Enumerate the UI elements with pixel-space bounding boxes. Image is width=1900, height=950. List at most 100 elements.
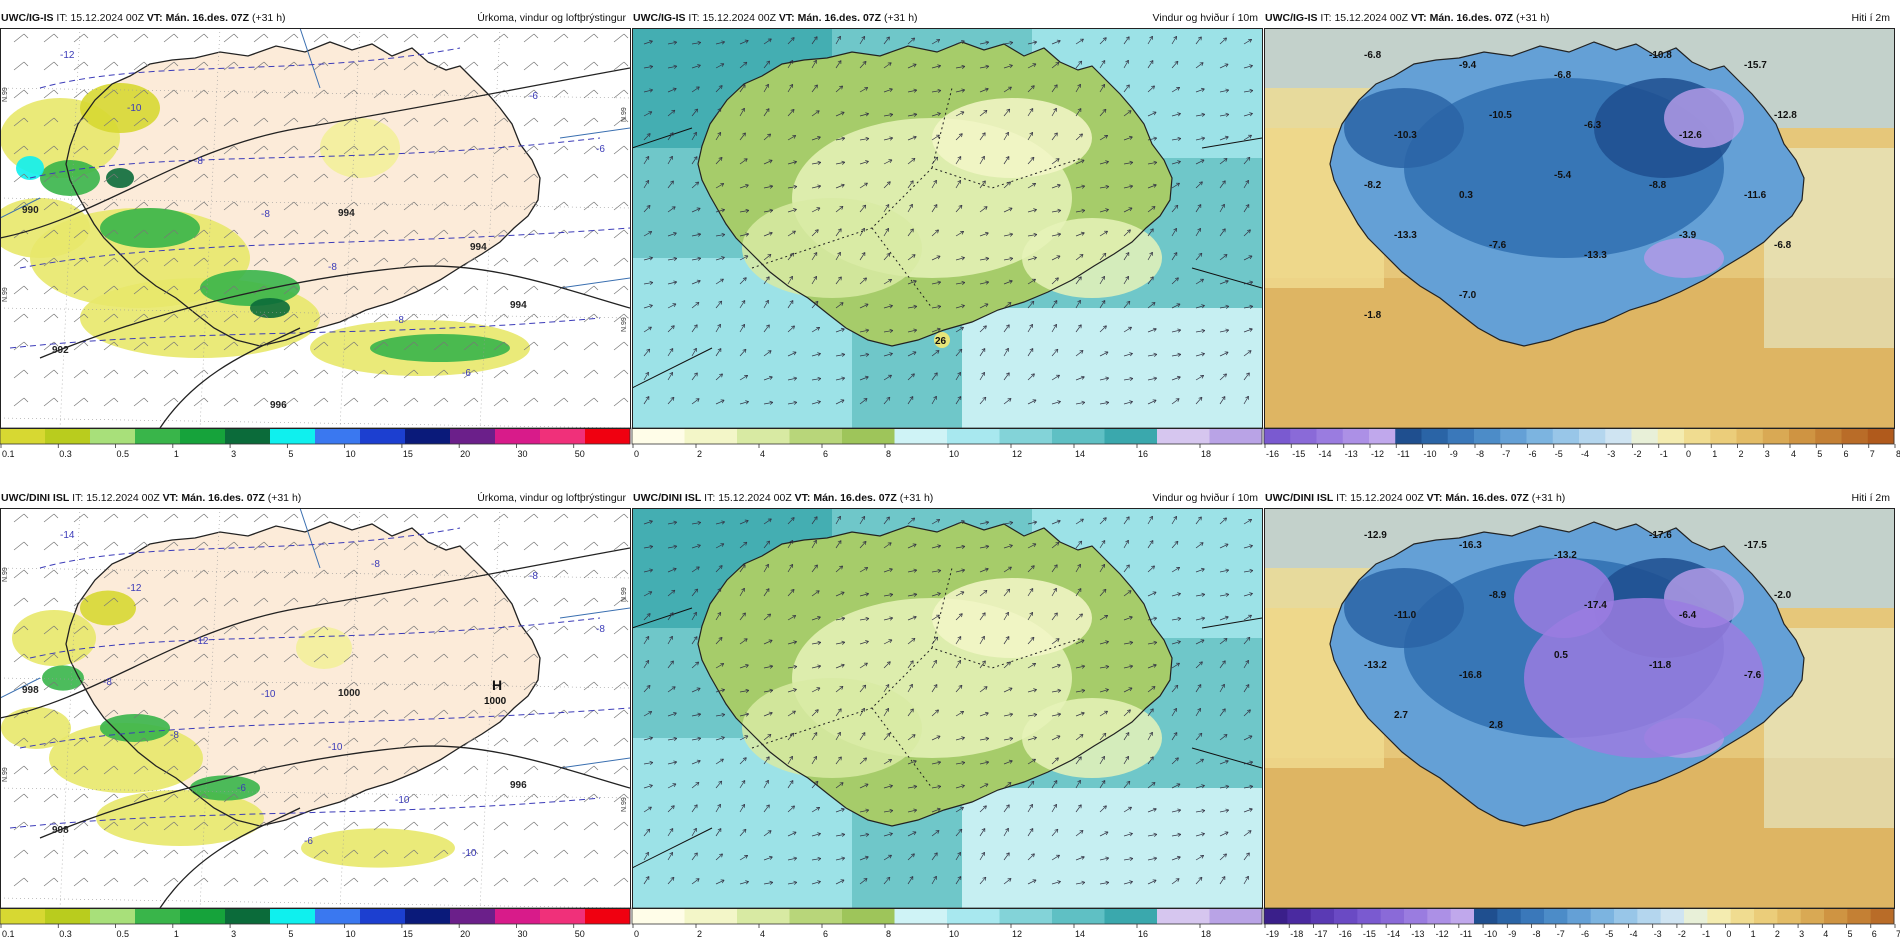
wind-speed-area: [742, 678, 922, 778]
colorbar-swatch: [1421, 428, 1449, 444]
colorbar-tick-label: -1: [1702, 929, 1710, 939]
meridian-line: [559, 127, 630, 139]
temperature-label: -3.9: [1679, 230, 1697, 241]
colorbar: 0 2 4 6 8 10 12 14 16 18: [631, 907, 1263, 940]
region-boundary: [931, 87, 953, 169]
isotherm-label: -12: [127, 583, 142, 594]
colorbar-tick-label: 0: [634, 449, 639, 459]
colorbar-swatch: [1789, 428, 1816, 444]
temperature-label: -7.6: [1744, 670, 1762, 681]
colorbar-tick-label: 3: [231, 929, 236, 939]
colorbar-swatch: [1104, 908, 1158, 924]
colorbar-swatch: [225, 428, 271, 444]
map-svg: -12.9 -16.3 -13.2 -17.6 -17.5 -11.0 -8.9 -17.4 -…: [1264, 508, 1894, 908]
colorbar-swatch: [999, 428, 1053, 444]
colorbar-swatch: [405, 428, 451, 444]
colorbar-svg: 0.1 0.3 0.5 1 3 5 10 15 20 30 50: [0, 907, 631, 939]
colorbar-swatch: [135, 908, 181, 924]
temperature-label: -2.0: [1774, 590, 1792, 601]
colorbar-tick-label: 12: [1012, 449, 1022, 459]
isotherm-label: -8: [261, 209, 270, 220]
colorbar-swatch: [1427, 908, 1452, 924]
colorbar-tick-label: -11: [1460, 929, 1472, 939]
colorbar-tick-label: 18: [1201, 929, 1211, 939]
isotherm-label: -6: [237, 783, 246, 794]
colorbar-swatch: [1395, 428, 1422, 444]
meridian-line: [0, 677, 41, 699]
coastline: [1329, 521, 1805, 827]
isobar-label: 990: [22, 205, 39, 216]
colorbar-swatch: [1380, 908, 1405, 924]
map-area: 26: [632, 28, 1262, 428]
colorbar-swatch: [1526, 428, 1554, 444]
precip-area: [190, 775, 260, 801]
valid-time-value: Mán. 16.des. 07Z: [813, 492, 897, 504]
coastline: [697, 41, 1173, 347]
colorbar-tick-label: 2: [697, 449, 702, 459]
colorbar-swatch: [1605, 428, 1632, 444]
temperature-label: -6.8: [1554, 70, 1572, 81]
colorbar-swatch: [405, 908, 451, 924]
header-left: UWC/DINI ISL IT: 15.12.2024 00Z VT: Mán.…: [1, 488, 301, 508]
colorbar-tick-label: 15: [403, 449, 413, 459]
colorbar-svg: -16 -15 -14 -13 -12 -11 -10 -9 -8 -7 -6 -5 -4 -3 -2 -1 0…: [1263, 427, 1900, 459]
isobar-label: 1000: [338, 688, 361, 699]
coastline: [697, 521, 1173, 827]
region-boundary: [931, 567, 953, 649]
valid-time-label: VT:: [162, 492, 179, 504]
colorbar-tick-label: 6: [1872, 929, 1877, 939]
colorbar-swatch: [1290, 428, 1317, 444]
colorbar-swatch: [1754, 908, 1778, 924]
temperature-area: [1344, 88, 1464, 168]
graticule-label: N.99: [2, 567, 9, 582]
valid-time-label: VT:: [794, 492, 811, 504]
isotherm-label: -10: [462, 848, 477, 859]
colorbar-swatch: [1847, 908, 1872, 924]
colorbar-swatch: [1474, 428, 1501, 444]
colorbar-tick-label: 0.3: [59, 449, 72, 459]
colorbar: 0 2 4 6 8 10 12 14 16 18: [631, 427, 1263, 460]
temperature-label: -13.3: [1584, 250, 1607, 261]
colorbar-tick-label: 6: [823, 449, 828, 459]
init-time-value: 15.12.2024 00Z: [702, 12, 776, 24]
colorbar-tick-label: 4: [760, 449, 765, 459]
meridian-line: [632, 347, 713, 389]
colorbar-swatch: [180, 908, 226, 924]
colorbar-tick-label: 1: [1751, 929, 1756, 939]
header-left: UWC/DINI ISL IT: 15.12.2024 00Z VT: Mán.…: [1265, 488, 1565, 508]
wind-speed-area: [742, 198, 922, 298]
isotherm-label: -8: [371, 559, 380, 570]
colorbar-swatch: [1474, 908, 1498, 924]
isobar-line: [0, 67, 630, 239]
colorbar-swatch: [1157, 908, 1210, 924]
colorbar-swatch: [360, 908, 406, 924]
valid-time-value: Mán. 16.des. 07Z: [165, 12, 250, 24]
panel-dini-wind: UWC/DINI ISL IT: 15.12.2024 00Z VT: Mán.…: [631, 488, 1263, 948]
colorbar-swatch: [1567, 908, 1592, 924]
isotherm-label: -10: [127, 103, 142, 114]
graticule-label: N.99: [2, 87, 9, 102]
colorbar-tick-label: 16: [1138, 449, 1148, 459]
model-name: UWC/DINI ISL: [633, 492, 702, 504]
colorbar-swatch: [632, 428, 685, 444]
colorbar-tick-label: -5: [1555, 449, 1563, 459]
colorbar-swatch: [90, 908, 136, 924]
colorbar-swatch: [225, 908, 271, 924]
meridian-line: [1191, 267, 1262, 289]
colorbar-tick-label: 0.3: [59, 929, 72, 939]
colorbar-swatch: [1520, 908, 1545, 924]
colorbar-tick-label: -11: [1397, 449, 1409, 459]
colorbar-tick-label: -8: [1533, 929, 1541, 939]
colorbar-swatch: [737, 908, 790, 924]
lead-time: (+31 h): [1515, 12, 1550, 24]
colorbar-swatch: [1544, 908, 1568, 924]
panel-igis-precip: UWC/IG-IS IT: 15.12.2024 00Z VT: Mán. 16…: [0, 8, 631, 468]
colorbar-tick-label: 0: [1726, 929, 1731, 939]
colorbar-swatch: [1710, 428, 1737, 444]
temperature-label: -16.8: [1459, 670, 1482, 681]
gust-max-label: 26: [935, 336, 947, 347]
colorbar: 0.1 0.3 0.5 1 3 5 10 15 20 30 50: [0, 427, 631, 460]
colorbar-swatch: [1342, 428, 1370, 444]
map-svg: [632, 508, 1262, 908]
colorbar-swatch: [1800, 908, 1825, 924]
